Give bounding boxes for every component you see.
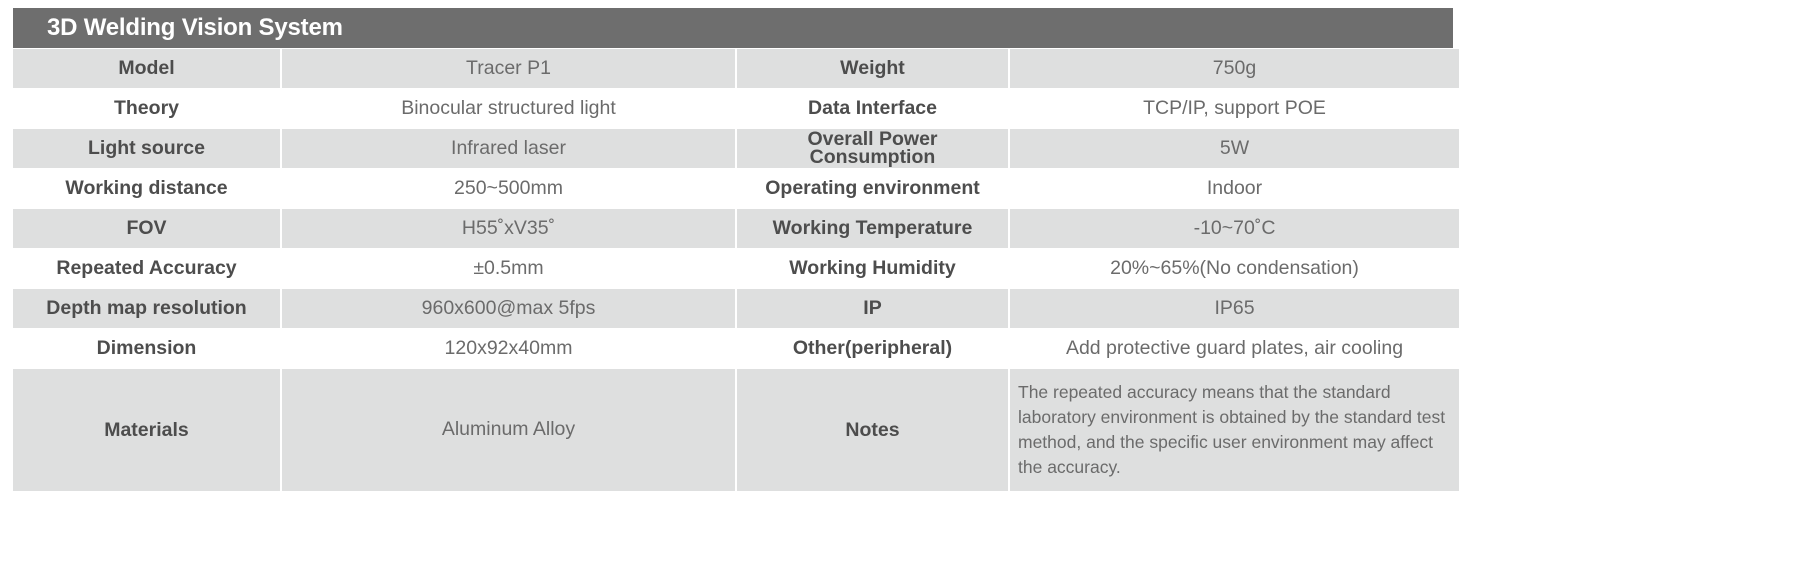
spec-value: Add protective guard plates, air cooling xyxy=(1010,329,1459,368)
spec-value: H55˚xV35˚ xyxy=(282,209,735,248)
spec-label: Overall Power Consumption xyxy=(737,129,1008,168)
spec-label: FOV xyxy=(13,209,280,248)
spec-label-stack: Overall Power Consumption xyxy=(807,128,938,168)
spec-label: Notes xyxy=(737,369,1008,491)
notes-text: The repeated accuracy means that the sta… xyxy=(1018,382,1446,477)
spec-label: Working distance xyxy=(13,169,280,208)
spec-value: 20%~65%(No condensation) xyxy=(1010,249,1459,288)
spec-label-line: Overall Power xyxy=(807,128,938,151)
page-title: 3D Welding Vision System xyxy=(47,14,343,41)
spec-value: 5W xyxy=(1010,129,1459,168)
spec-label: Data Interface xyxy=(737,89,1008,128)
spec-value: 120x92x40mm xyxy=(282,329,735,368)
spec-value: 250~500mm xyxy=(282,169,735,208)
sheet-title-bar: 3D Welding Vision System xyxy=(13,8,1453,48)
specification-table: Model Tracer P1 Weight 750g Theory Binocular … xyxy=(13,49,1459,491)
notes-cell: The repeated accuracy means that the sta… xyxy=(1010,369,1459,491)
spec-value: ±0.5mm xyxy=(282,249,735,288)
spec-label: IP xyxy=(737,289,1008,328)
spec-value: TCP/IP, support POE xyxy=(1010,89,1459,128)
spec-value: Tracer P1 xyxy=(282,49,735,88)
spec-label: Model xyxy=(13,49,280,88)
spec-value: 750g xyxy=(1010,49,1459,88)
specification-sheet: 3D Welding Vision System Model Tracer P1 W… xyxy=(13,8,1459,491)
spec-label: Working Temperature xyxy=(737,209,1008,248)
spec-value: Indoor xyxy=(1010,169,1459,208)
spec-value: -10~70˚C xyxy=(1010,209,1459,248)
spec-value: Binocular structured light xyxy=(282,89,735,128)
spec-label-line: Consumption xyxy=(809,145,936,168)
spec-label: Dimension xyxy=(13,329,280,368)
spec-label: Weight xyxy=(737,49,1008,88)
spec-label: Working Humidity xyxy=(737,249,1008,288)
spec-value: Aluminum Alloy xyxy=(282,369,735,491)
spec-label: Materials xyxy=(13,369,280,491)
spec-value: 960x600@max 5fps xyxy=(282,289,735,328)
spec-label: Other(peripheral) xyxy=(737,329,1008,368)
spec-label: Repeated Accuracy xyxy=(13,249,280,288)
spec-label: Theory xyxy=(13,89,280,128)
spec-value: IP65 xyxy=(1010,289,1459,328)
spec-value: Infrared laser xyxy=(282,129,735,168)
spec-label: Depth map resolution xyxy=(13,289,280,328)
spec-label: Operating environment xyxy=(737,169,1008,208)
spec-label: Light source xyxy=(13,129,280,168)
